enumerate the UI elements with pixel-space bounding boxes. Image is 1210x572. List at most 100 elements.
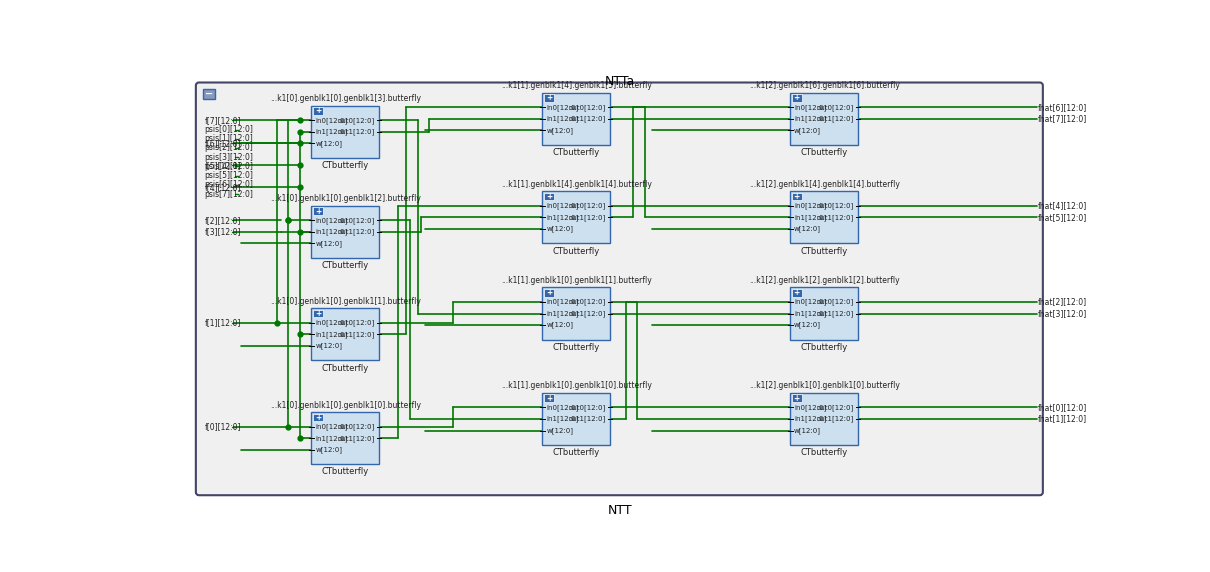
Text: out0[12:0]: out0[12:0] — [338, 319, 375, 326]
Bar — [311, 412, 379, 464]
Text: in0[12:0]: in0[12:0] — [794, 299, 826, 305]
Text: in1[12:0]: in1[12:0] — [794, 116, 826, 122]
Text: f[7][12:0]: f[7][12:0] — [204, 116, 241, 125]
Text: out0[12:0]: out0[12:0] — [569, 299, 606, 305]
Text: w[12:0]: w[12:0] — [794, 225, 822, 232]
Text: in1[12:0]: in1[12:0] — [315, 331, 347, 337]
Text: ...k1[0].genblk1[0].genblk1[2].butterfly: ...k1[0].genblk1[0].genblk1[2].butterfly — [270, 194, 421, 204]
Text: CTbutterfly: CTbutterfly — [322, 261, 369, 270]
FancyBboxPatch shape — [196, 82, 1043, 495]
Bar — [790, 287, 858, 340]
Text: +: + — [546, 192, 552, 201]
Text: out0[12:0]: out0[12:0] — [817, 104, 854, 110]
Text: +: + — [315, 206, 321, 216]
Text: CTbutterfly: CTbutterfly — [801, 247, 848, 256]
Text: +: + — [315, 309, 321, 318]
Bar — [542, 287, 610, 340]
Text: fhat[5][12:0]: fhat[5][12:0] — [1038, 213, 1088, 222]
Bar — [543, 394, 554, 402]
Text: ...k1[2].genblk1[2].genblk1[2].butterfly: ...k1[2].genblk1[2].genblk1[2].butterfly — [749, 276, 899, 285]
Text: CTbutterfly: CTbutterfly — [801, 343, 848, 352]
Bar — [543, 193, 554, 200]
Text: f[2][12:0]: f[2][12:0] — [204, 216, 241, 225]
Text: w[12:0]: w[12:0] — [794, 427, 822, 434]
Text: w[12:0]: w[12:0] — [315, 446, 342, 453]
Text: ...k1[1].genblk1[0].genblk1[0].butterfly: ...k1[1].genblk1[0].genblk1[0].butterfly — [501, 382, 652, 391]
Text: psis[6][12:0]: psis[6][12:0] — [204, 180, 253, 189]
Text: f[1][12:0]: f[1][12:0] — [204, 318, 241, 327]
Text: fhat[6][12:0]: fhat[6][12:0] — [1038, 102, 1088, 112]
Text: out0[12:0]: out0[12:0] — [569, 404, 606, 411]
Text: CTbutterfly: CTbutterfly — [322, 364, 369, 372]
Text: in0[12:0]: in0[12:0] — [546, 299, 578, 305]
Text: out0[12:0]: out0[12:0] — [338, 117, 375, 124]
Text: CTbutterfly: CTbutterfly — [322, 467, 369, 476]
Text: +: + — [315, 106, 321, 116]
Text: +: + — [546, 394, 552, 403]
Text: out1[12:0]: out1[12:0] — [569, 416, 606, 422]
Text: out0[12:0]: out0[12:0] — [817, 202, 854, 209]
Text: psis[3][12:0]: psis[3][12:0] — [204, 153, 253, 162]
Text: CTbutterfly: CTbutterfly — [553, 448, 600, 457]
Text: f[5][12:0]: f[5][12:0] — [204, 161, 241, 170]
Text: w[12:0]: w[12:0] — [546, 127, 574, 134]
Text: ...k1[1].genblk1[4].genblk1[5].butterfly: ...k1[1].genblk1[4].genblk1[5].butterfly — [501, 81, 652, 90]
Text: out0[12:0]: out0[12:0] — [817, 404, 854, 411]
Text: CTbutterfly: CTbutterfly — [553, 247, 600, 256]
Text: in0[12:0]: in0[12:0] — [315, 217, 347, 224]
Text: out1[12:0]: out1[12:0] — [817, 416, 854, 422]
Text: psis[7][12:0]: psis[7][12:0] — [204, 190, 253, 198]
Text: out0[12:0]: out0[12:0] — [569, 104, 606, 110]
Text: psis[1][12:0]: psis[1][12:0] — [204, 134, 253, 143]
Bar — [311, 106, 379, 158]
Text: w[12:0]: w[12:0] — [315, 343, 342, 349]
Text: w[12:0]: w[12:0] — [546, 225, 574, 232]
Text: out1[12:0]: out1[12:0] — [338, 128, 375, 135]
Bar — [313, 207, 323, 215]
Bar — [313, 107, 323, 115]
Text: w[12:0]: w[12:0] — [546, 321, 574, 328]
Bar — [542, 191, 610, 244]
Bar — [313, 414, 323, 422]
Text: ...k1[2].genblk1[6].genblk1[6].butterfly: ...k1[2].genblk1[6].genblk1[6].butterfly — [749, 81, 899, 90]
Text: in1[12:0]: in1[12:0] — [315, 435, 347, 442]
Text: in1[12:0]: in1[12:0] — [315, 128, 347, 135]
Text: out1[12:0]: out1[12:0] — [569, 214, 606, 221]
Text: ...k1[1].genblk1[4].genblk1[4].butterfly: ...k1[1].genblk1[4].genblk1[4].butterfly — [501, 180, 652, 189]
Text: NTT: NTT — [607, 504, 633, 517]
Text: psis[4][12:0]: psis[4][12:0] — [204, 162, 253, 171]
Text: NTTa: NTTa — [605, 75, 635, 88]
Bar — [203, 89, 215, 98]
Text: +: + — [794, 93, 800, 102]
Text: w[12:0]: w[12:0] — [546, 427, 574, 434]
Text: in0[12:0]: in0[12:0] — [794, 104, 826, 110]
Text: out1[12:0]: out1[12:0] — [338, 228, 375, 235]
Text: CTbutterfly: CTbutterfly — [553, 343, 600, 352]
Text: in0[12:0]: in0[12:0] — [794, 404, 826, 411]
Bar — [791, 394, 802, 402]
Text: out1[12:0]: out1[12:0] — [338, 435, 375, 442]
Text: ...k1[1].genblk1[0].genblk1[1].butterfly: ...k1[1].genblk1[0].genblk1[1].butterfly — [501, 276, 652, 285]
Text: f[6][12:0]: f[6][12:0] — [204, 139, 241, 148]
Text: in1[12:0]: in1[12:0] — [315, 228, 347, 235]
Text: w[12:0]: w[12:0] — [794, 321, 822, 328]
Text: f[0][12:0]: f[0][12:0] — [204, 422, 241, 431]
Text: ...k1[0].genblk1[0].genblk1[1].butterfly: ...k1[0].genblk1[0].genblk1[1].butterfly — [270, 297, 421, 306]
Text: f[3][12:0]: f[3][12:0] — [204, 228, 241, 236]
Bar — [543, 94, 554, 102]
Text: CTbutterfly: CTbutterfly — [801, 448, 848, 457]
Text: +: + — [794, 192, 800, 201]
Text: in1[12:0]: in1[12:0] — [546, 310, 578, 317]
Text: in1[12:0]: in1[12:0] — [794, 416, 826, 422]
Bar — [791, 289, 802, 296]
Text: out0[12:0]: out0[12:0] — [338, 217, 375, 224]
Text: fhat[1][12:0]: fhat[1][12:0] — [1038, 415, 1088, 423]
Text: ...k1[0].genblk1[0].genblk1[3].butterfly: ...k1[0].genblk1[0].genblk1[3].butterfly — [270, 94, 421, 104]
Text: psis[2][12:0]: psis[2][12:0] — [204, 144, 253, 153]
Text: −: − — [204, 89, 213, 99]
Text: in1[12:0]: in1[12:0] — [546, 214, 578, 221]
Bar — [790, 191, 858, 244]
Text: out1[12:0]: out1[12:0] — [569, 116, 606, 122]
Text: in0[12:0]: in0[12:0] — [546, 104, 578, 110]
Bar — [542, 93, 610, 145]
